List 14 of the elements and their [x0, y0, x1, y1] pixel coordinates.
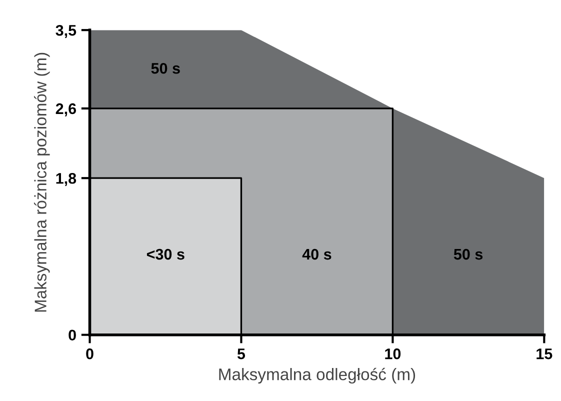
y-tick-label: 2,6 — [56, 103, 76, 116]
x-tick-label: 10 — [385, 348, 401, 360]
annotation: 40 s — [302, 248, 332, 260]
annotation: <30 s — [146, 248, 184, 260]
x-axis-title: Maksymalna odległość (m) — [219, 368, 416, 384]
y-tick-label: 3,5 — [56, 24, 76, 38]
x-tick-label: 0 — [86, 348, 94, 360]
y-tick-label: 1,8 — [56, 172, 76, 186]
y-tick-label: 0 — [68, 330, 76, 341]
annotation: 50 s — [454, 248, 483, 260]
x-tick-label: 15 — [536, 348, 552, 360]
x-tick-label: 5 — [237, 348, 246, 360]
annotation: 50 s — [151, 62, 180, 74]
y-axis-title: Maksymalna różnica poziomów (m) — [34, 52, 50, 312]
